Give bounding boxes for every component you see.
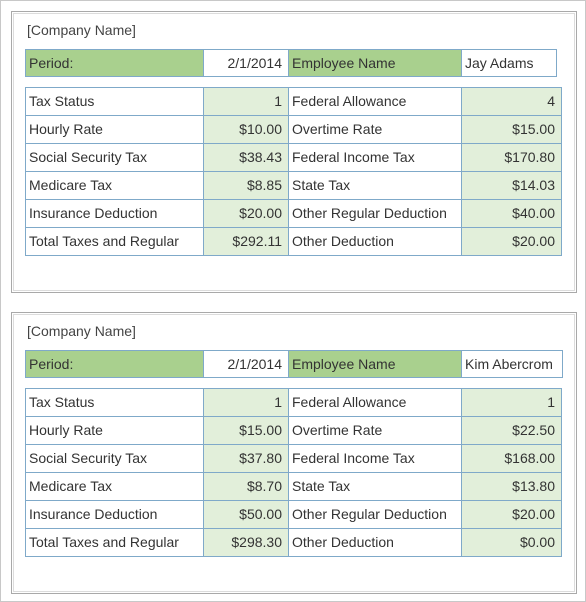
- field-value: $168.00: [461, 444, 562, 473]
- field-value: $13.80: [461, 472, 562, 501]
- company-name: [Company Name]: [27, 323, 136, 339]
- field-label: Federal Allowance: [288, 87, 462, 116]
- field-value: $298.30: [203, 528, 289, 557]
- field-label: Other Deduction: [288, 227, 462, 256]
- field-label: Federal Allowance: [288, 388, 462, 417]
- field-value: $20.00: [461, 227, 562, 256]
- field-label: Insurance Deduction: [25, 500, 204, 529]
- field-label: Total Taxes and Regular: [25, 227, 204, 256]
- field-value: $50.00: [203, 500, 289, 529]
- field-value: $8.70: [203, 472, 289, 501]
- field-value: 4: [461, 87, 562, 116]
- field-value: $10.00: [203, 115, 289, 144]
- company-name: [Company Name]: [27, 22, 136, 38]
- field-label: Medicare Tax: [25, 171, 204, 200]
- field-label: Overtime Rate: [288, 416, 462, 445]
- field-value: $37.80: [203, 444, 289, 473]
- pay-stub: [Company Name] Period: 2/1/2014 Employee Na…: [11, 312, 577, 594]
- field-label: Tax Status: [25, 87, 204, 116]
- field-value: $38.43: [203, 143, 289, 172]
- period-value: 2/1/2014: [203, 350, 289, 378]
- field-label: Other Regular Deduction: [288, 500, 462, 529]
- field-label: Total Taxes and Regular: [25, 528, 204, 557]
- field-value: 1: [203, 87, 289, 116]
- field-label: State Tax: [288, 472, 462, 501]
- field-label: Other Regular Deduction: [288, 199, 462, 228]
- field-value: $14.03: [461, 171, 562, 200]
- field-value: $292.11: [203, 227, 289, 256]
- field-value: $15.00: [461, 115, 562, 144]
- field-label: Overtime Rate: [288, 115, 462, 144]
- employee-label: Employee Name: [288, 350, 462, 378]
- field-label: State Tax: [288, 171, 462, 200]
- employee-value: Jay Adams: [461, 49, 557, 77]
- field-value: $170.80: [461, 143, 562, 172]
- field-value: $0.00: [461, 528, 562, 557]
- field-label: Social Security Tax: [25, 143, 204, 172]
- field-value: $22.50: [461, 416, 562, 445]
- field-label: Social Security Tax: [25, 444, 204, 473]
- field-value: $8.85: [203, 171, 289, 200]
- field-label: Other Deduction: [288, 528, 462, 557]
- field-value: $15.00: [203, 416, 289, 445]
- field-value: 1: [461, 388, 562, 417]
- field-value: $20.00: [461, 500, 562, 529]
- field-value: 1: [203, 388, 289, 417]
- field-label: Medicare Tax: [25, 472, 204, 501]
- period-label: Period:: [25, 350, 204, 378]
- field-label: Tax Status: [25, 388, 204, 417]
- period-label: Period:: [25, 49, 204, 77]
- employee-label: Employee Name: [288, 49, 462, 77]
- field-label: Federal Income Tax: [288, 444, 462, 473]
- pay-stub: [Company Name] Period: 2/1/2014 Employee Na…: [11, 11, 577, 293]
- employee-value: Kim Abercrom: [461, 350, 563, 378]
- field-label: Federal Income Tax: [288, 143, 462, 172]
- field-value: $20.00: [203, 199, 289, 228]
- field-label: Hourly Rate: [25, 115, 204, 144]
- period-value: 2/1/2014: [203, 49, 289, 77]
- field-label: Insurance Deduction: [25, 199, 204, 228]
- field-value: $40.00: [461, 199, 562, 228]
- field-label: Hourly Rate: [25, 416, 204, 445]
